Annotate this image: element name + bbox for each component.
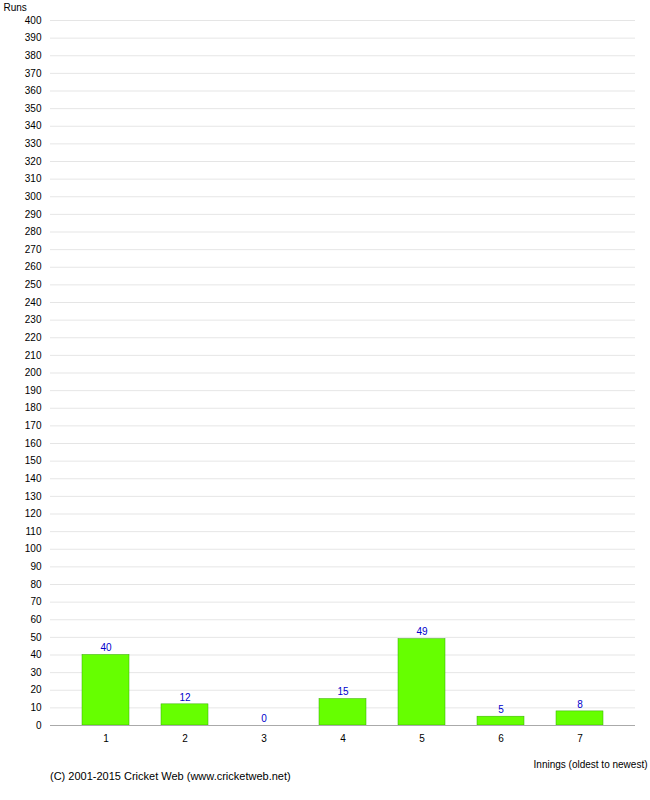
svg-text:0: 0 [36,720,42,731]
svg-text:260: 260 [25,261,42,272]
svg-text:190: 190 [25,385,42,396]
svg-text:1: 1 [103,733,109,744]
svg-text:30: 30 [30,667,42,678]
svg-text:330: 330 [25,138,42,149]
svg-text:100: 100 [25,543,42,554]
svg-text:340: 340 [25,120,42,131]
svg-text:2: 2 [182,733,188,744]
svg-text:90: 90 [30,561,42,572]
svg-text:4: 4 [340,733,346,744]
svg-text:50: 50 [30,632,42,643]
svg-text:3: 3 [261,733,267,744]
svg-text:60: 60 [30,614,42,625]
svg-text:10: 10 [30,702,42,713]
svg-text:70: 70 [30,596,42,607]
svg-text:210: 210 [25,350,42,361]
svg-text:Runs: Runs [4,2,27,13]
svg-text:360: 360 [25,85,42,96]
svg-text:180: 180 [25,402,42,413]
svg-text:8: 8 [577,699,583,710]
svg-text:5: 5 [419,733,425,744]
svg-text:40: 40 [30,649,42,660]
svg-text:350: 350 [25,103,42,114]
svg-text:160: 160 [25,438,42,449]
html-text:(C) 2001-2015 Cricket Web (www: (C) 2001-2015 Cricket Web (www.cricketwe… [50,770,291,782]
svg-text:310: 310 [25,173,42,184]
svg-text:5: 5 [498,704,504,715]
svg-text:400: 400 [25,15,42,26]
svg-text:110: 110 [26,526,42,537]
svg-text:220: 220 [25,332,42,343]
svg-text:240: 240 [25,297,42,308]
svg-text:0: 0 [261,713,267,724]
svg-text:40: 40 [100,642,112,653]
svg-text:49: 49 [416,626,428,637]
svg-text:Innings (oldest to newest): Innings (oldest to newest) [534,759,648,770]
svg-text:290: 290 [25,209,42,220]
svg-text:20: 20 [30,684,42,695]
svg-text:300: 300 [25,191,42,202]
svg-text:270: 270 [25,244,42,255]
svg-text:250: 250 [25,279,42,290]
svg-text:80: 80 [30,579,42,590]
svg-text:230: 230 [25,314,42,325]
svg-text:150: 150 [25,455,42,466]
svg-text:320: 320 [25,156,42,167]
svg-text:370: 370 [25,68,42,79]
svg-text:12: 12 [179,692,191,703]
svg-text:170: 170 [25,420,42,431]
svg-text:130: 130 [25,491,42,502]
svg-text:6: 6 [498,733,504,744]
svg-text:200: 200 [25,367,42,378]
svg-text:120: 120 [25,508,42,519]
svg-text:140: 140 [25,473,42,484]
svg-text:7: 7 [577,733,583,744]
svg-text:15: 15 [337,686,349,697]
svg-text:280: 280 [25,226,42,237]
svg-text:390: 390 [25,32,42,43]
svg-text:380: 380 [25,50,42,61]
